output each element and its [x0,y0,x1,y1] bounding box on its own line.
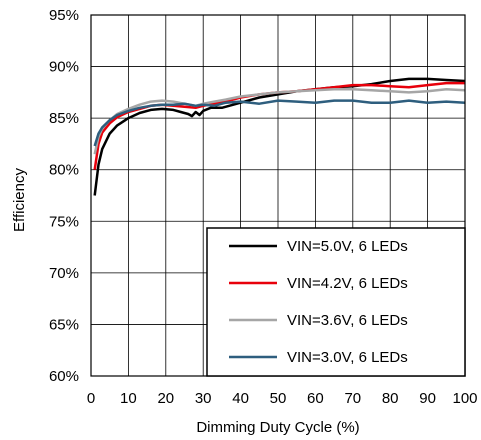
series-line-4 [93,99,466,147]
x-tick-label: 40 [232,390,249,407]
y-tick-label: 70% [49,265,79,282]
x-tick-label: 20 [157,390,174,407]
series-line-1 [93,77,466,196]
legend-label: VIN=4.2V, 6 LEDs [287,275,408,292]
x-tick-label: 60 [307,390,324,407]
x-tick-label: 100 [452,390,477,407]
x-tick-label: 10 [120,390,137,407]
x-tick-label: 70 [344,390,361,407]
legend-box [206,227,466,377]
y-tick-label: 60% [49,368,79,385]
y-axis-label: Efficiency [11,168,28,232]
y-tick-labels: 60% 65% 70% 75% 80% 85% 90% 95% [49,7,79,385]
x-tick-label: 50 [270,390,287,407]
x-tick-label: 90 [419,390,436,407]
legend: VIN=5.0V, 6 LEDs VIN=4.2V, 6 LEDs VIN=3.6V… [206,227,466,377]
x-axis-label: Dimming Duty Cycle (%) [196,419,359,436]
x-tick-label: 30 [195,390,212,407]
series-lines [93,77,466,196]
y-tick-label: 85% [49,110,79,127]
legend-label: VIN=3.6V, 6 LEDs [287,312,408,329]
y-tick-label: 95% [49,7,79,24]
y-tick-label: 80% [49,162,79,179]
legend-label: VIN=3.0V, 6 LEDs [287,349,408,366]
y-tick-label: 75% [49,213,79,230]
x-tick-label: 0 [87,390,95,407]
y-tick-label: 65% [49,316,79,333]
x-tick-labels: 0 10 20 30 40 50 60 70 80 90 100 [87,390,478,407]
series-line-2 [93,81,465,170]
y-tick-label: 90% [49,59,79,76]
series-line-3 [93,88,466,155]
x-tick-label: 80 [382,390,399,407]
legend-label: VIN=5.0V, 6 LEDs [287,238,408,255]
